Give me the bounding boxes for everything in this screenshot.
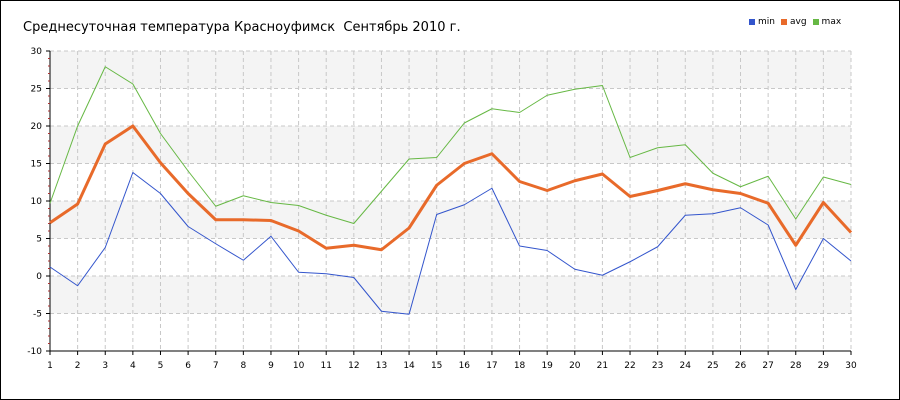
legend-label-min: min [758, 17, 775, 27]
x-tick-label: 15 [431, 361, 442, 371]
x-tick-label: 12 [348, 361, 359, 371]
y-tick-label: 30 [31, 47, 43, 57]
x-tick-label: 19 [541, 361, 553, 371]
y-tick-label: -10 [27, 347, 42, 357]
x-tick-label: 22 [624, 361, 635, 371]
x-tick-label: 9 [268, 361, 274, 371]
x-tick-label: 14 [403, 361, 415, 371]
x-tick-label: 11 [320, 361, 331, 371]
x-tick-label: 25 [707, 361, 718, 371]
series-line-avg [49, 124, 853, 252]
y-tick-label: 10 [31, 197, 43, 207]
grid-band [50, 126, 851, 164]
y-tick-label: 5 [36, 235, 42, 245]
y-tick-label: 15 [31, 160, 42, 170]
x-tick-label: 6 [185, 361, 191, 371]
x-tick-label: 16 [459, 361, 471, 371]
legend-label-max: max [821, 17, 842, 27]
legend-label-avg: avg [789, 17, 807, 27]
legend-swatch-max [812, 19, 819, 25]
y-tick-label: 25 [31, 85, 42, 95]
x-tick-label: 3 [102, 361, 108, 371]
grid-band [50, 51, 851, 89]
series-line-max [49, 66, 852, 224]
y-tick-label: 0 [36, 272, 42, 282]
x-tick-label: 20 [569, 361, 581, 371]
x-tick-label: 5 [158, 361, 164, 371]
legend-item-max: max [812, 17, 842, 27]
x-tick-label: 7 [213, 361, 219, 371]
legend: min avg max [749, 17, 841, 27]
legend-swatch-min [749, 19, 755, 25]
legend-item-avg: avg [780, 17, 807, 27]
x-tick-label: 1 [47, 361, 53, 371]
x-tick-label: 17 [486, 361, 497, 371]
x-tick-label: 24 [680, 361, 692, 371]
y-tick-label: 20 [31, 122, 43, 132]
x-tick-label: 8 [240, 361, 246, 371]
series-line-min [49, 172, 852, 315]
x-tick-label: 23 [652, 361, 663, 371]
grid-band [50, 276, 851, 314]
x-tick-label: 21 [597, 361, 608, 371]
x-tick-label: 4 [130, 361, 136, 371]
x-tick-label: 10 [293, 361, 305, 371]
legend-swatch-avg [780, 19, 787, 25]
x-tick-label: 30 [845, 361, 857, 371]
grid-band [50, 201, 851, 239]
x-tick-label: 28 [790, 361, 802, 371]
y-tick-label: -5 [33, 310, 42, 320]
x-tick-label: 2 [75, 361, 81, 371]
x-tick-label: 18 [514, 361, 526, 371]
chart-title: Среднесуточная температура Красноуфимск … [23, 20, 461, 35]
legend-item-min: min [749, 17, 775, 27]
x-tick-label: 29 [818, 361, 830, 371]
x-tick-label: 27 [762, 361, 773, 371]
x-tick-label: 26 [735, 361, 747, 371]
x-tick-label: 13 [376, 361, 387, 371]
